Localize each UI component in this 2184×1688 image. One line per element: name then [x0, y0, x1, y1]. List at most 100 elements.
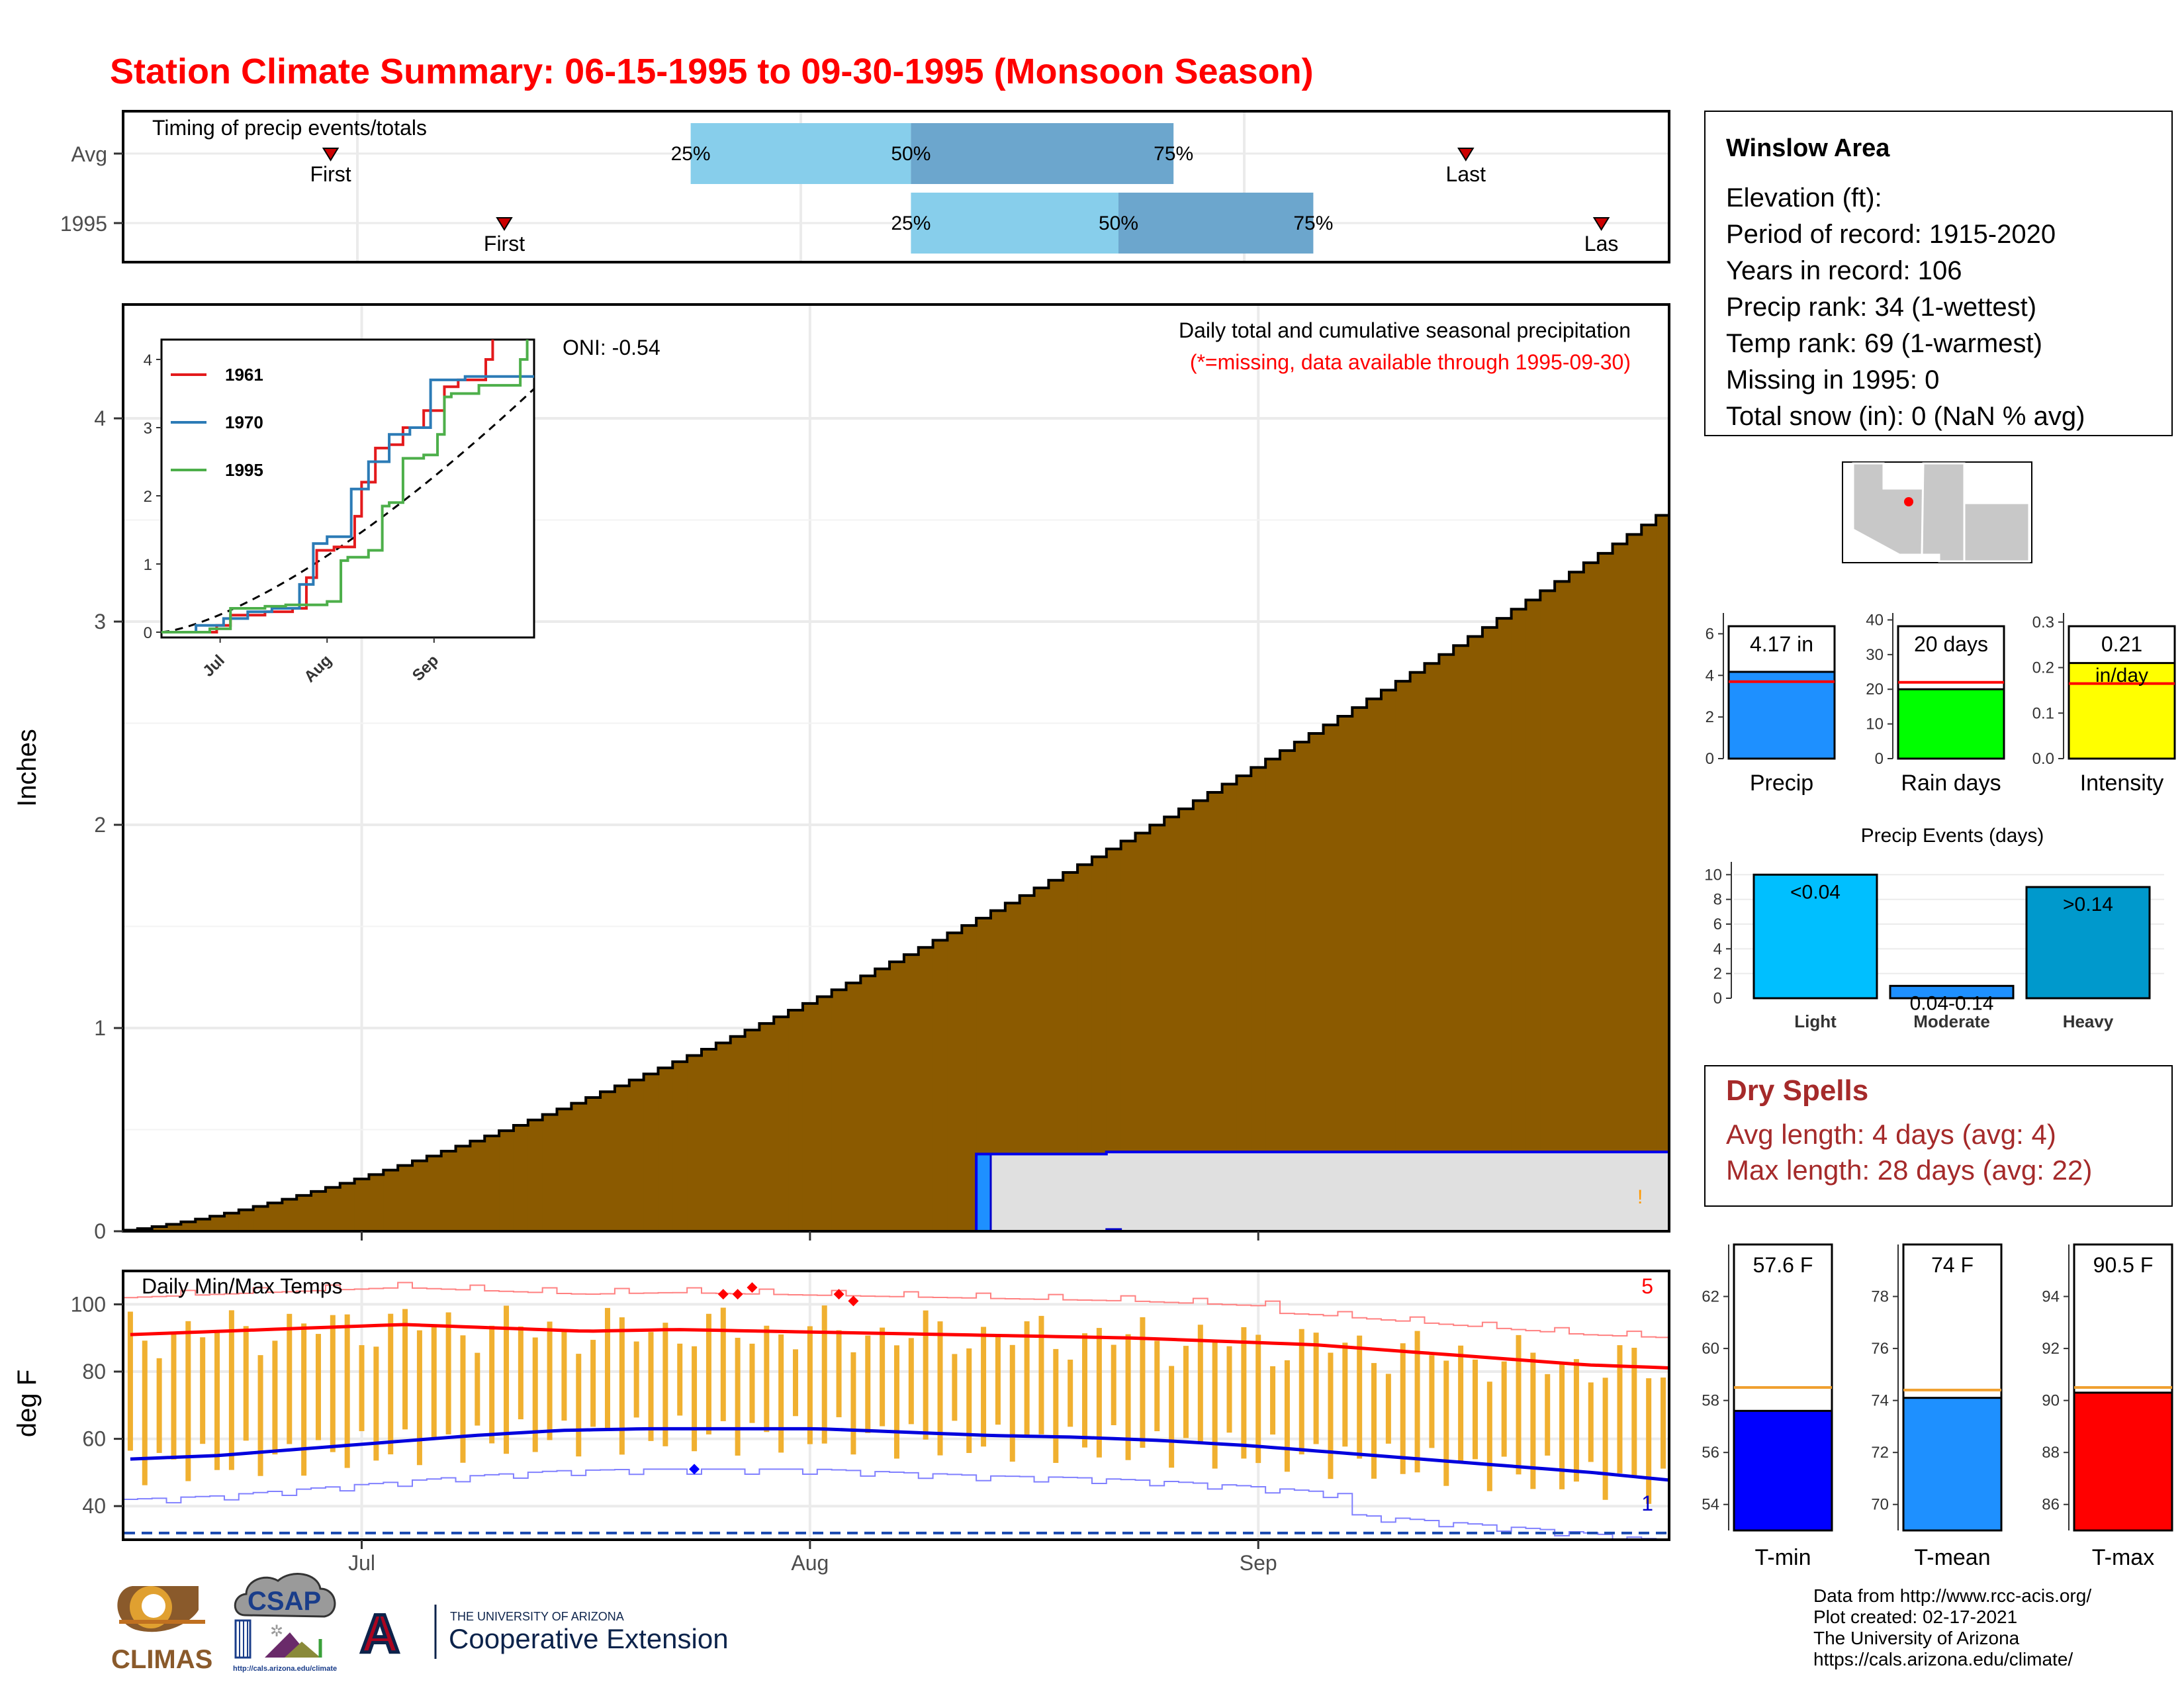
summary-ytick-label: 0.1 [2032, 704, 2054, 722]
daily-precip-bar [2118, 1227, 2133, 1231]
precip-deficit-area [1424, 663, 1439, 1152]
precip-deficit-area [1338, 716, 1353, 1152]
precip-ytick-label: 0 [94, 1219, 106, 1243]
summary-bar-value-unit: in/day [2095, 665, 2148, 686]
tempbar-ytick-label: 58 [1702, 1392, 1719, 1410]
precip-deficit-area [947, 933, 962, 1231]
station-info-line: Elevation (ft): [1726, 183, 1882, 212]
precip-deficit-area [933, 940, 948, 1231]
daily-temp-bar [1661, 1377, 1666, 1469]
summary-bar-value-label: 0.21 [2101, 632, 2142, 656]
precip-ylabel: Inches [13, 729, 42, 807]
summary-ytick-label: 6 [1706, 625, 1714, 643]
precip-deficit-area [426, 1156, 442, 1231]
daily-temp-bar [692, 1346, 698, 1452]
precip-base-area [1106, 1152, 1122, 1231]
precip-deficit-area [600, 1092, 615, 1231]
summary-bar-name: Rain days [1901, 771, 2001, 796]
ua-small-text: THE UNIVERSITY OF ARIZONA [450, 1610, 624, 1623]
daily-temp-bar [445, 1312, 451, 1434]
precip-deficit-area [1222, 784, 1238, 1152]
station-name: Winslow Area [1726, 134, 1890, 162]
precip-base-area [1511, 1152, 1527, 1231]
daily-temp-bar [1385, 1374, 1391, 1444]
summary-ytick-label: 0.2 [2032, 659, 2054, 677]
precip-deficit-area [658, 1068, 673, 1231]
daily-precip-bar [975, 1152, 992, 1231]
precip-deficit-area [1135, 833, 1150, 1152]
summary-bar-value-label: 4.17 in [1750, 632, 1813, 656]
precip-deficit-area [253, 1206, 269, 1231]
timing-bar-25-50 [911, 193, 1118, 254]
daily-temp-bar [518, 1326, 523, 1420]
daily-temp-bar [735, 1337, 741, 1456]
precip-deficit-area [629, 1080, 645, 1231]
tempbar-ytick-label: 54 [1702, 1496, 1719, 1514]
credit-line: Data from http://www.rcc-acis.org/ [1813, 1585, 2091, 1606]
precip-deficit-area [542, 1114, 558, 1231]
daily-temp-bar [720, 1307, 726, 1421]
daily-temp-bar [1472, 1359, 1478, 1460]
daily-temp-bar [1486, 1382, 1492, 1491]
precip-ytick-label: 3 [94, 610, 106, 633]
tempbar-name: T-max [2092, 1545, 2154, 1570]
daily-temp-bar [388, 1313, 394, 1455]
station-location-marker [1904, 497, 1913, 506]
precip-base-area [1439, 1152, 1454, 1231]
timing-label: Timing of precip events/totals [152, 116, 427, 140]
precip-deficit-area [1106, 849, 1122, 1152]
precip-deficit-area [802, 1003, 818, 1231]
timing-last-label: Las [1584, 232, 1619, 256]
oni-label: ONI: -0.54 [563, 336, 660, 359]
timing-first-label: First [484, 232, 525, 256]
summary-ytick-label: 0 [1875, 750, 1884, 768]
events-ytick-label: 8 [1713, 891, 1722, 909]
timing-last-label: Last [1446, 162, 1486, 186]
precip-deficit-area [238, 1209, 254, 1231]
daily-temp-bar [923, 1310, 929, 1440]
timing-bar-50-75 [1118, 193, 1314, 254]
daily-temp-bar [1501, 1361, 1507, 1457]
precip-event-category: Light [1794, 1011, 1837, 1031]
precip-deficit-area [137, 1228, 153, 1231]
daily-temp-bar [1530, 1352, 1536, 1489]
precip-deficit-area [1482, 627, 1498, 1152]
page-title: Station Climate Summary: 06-15-1995 to 0… [110, 52, 1314, 91]
daily-temp-bar [228, 1310, 234, 1470]
daily-temp-bar [1183, 1346, 1189, 1438]
timing-p25-label: 25% [671, 143, 711, 165]
daily-temp-bar [1241, 1327, 1247, 1459]
daily-temp-bar [1154, 1340, 1160, 1432]
daily-temp-bar [359, 1345, 365, 1431]
daily-temp-bar [1602, 1378, 1608, 1500]
record-high-marker [717, 1289, 729, 1300]
daily-temp-bar [1443, 1360, 1449, 1486]
tempbar-t-max [2073, 1391, 2173, 1532]
daily-temp-bar [257, 1355, 263, 1476]
station-info-line: Precip rank: 34 (1-wettest) [1726, 293, 2036, 322]
precip-deficit-area [311, 1191, 326, 1231]
precip-deficit-area [282, 1199, 297, 1231]
missing-marker: ! [1637, 1186, 1643, 1208]
daily-temp-bar [952, 1354, 958, 1421]
timing-p50-label: 50% [891, 143, 931, 165]
precip-base-area [1395, 1152, 1411, 1231]
precip-deficit-area [1439, 654, 1454, 1152]
daily-temp-bar [1212, 1340, 1218, 1469]
precip-deficit-area [672, 1061, 688, 1231]
station-info-box: Winslow Area Elevation (ft): Period of re… [1704, 111, 2173, 436]
precip-base-area [1034, 1154, 1049, 1231]
precip-base-area [1453, 1152, 1469, 1231]
precip-base-area [1555, 1152, 1570, 1231]
daily-temp-bar [1226, 1346, 1232, 1433]
precip-deficit-area [152, 1226, 167, 1231]
timing-panel: 25% 50% 75% First Last 25% 50% 75% First Las Timi… [60, 110, 1670, 263]
summary-bar-name: Intensity [2080, 771, 2164, 796]
daily-temp-bar [1169, 1366, 1175, 1468]
events-ytick-label: 0 [1713, 990, 1722, 1008]
daily-temp-bar [1675, 1362, 1680, 1492]
daily-temp-bar [1053, 1348, 1059, 1463]
precip-base-area [1280, 1152, 1295, 1231]
precip-title-line1: Daily total and cumulative seasonal prec… [1179, 318, 1631, 342]
credit-line: The University of Arizona [1813, 1628, 2020, 1648]
